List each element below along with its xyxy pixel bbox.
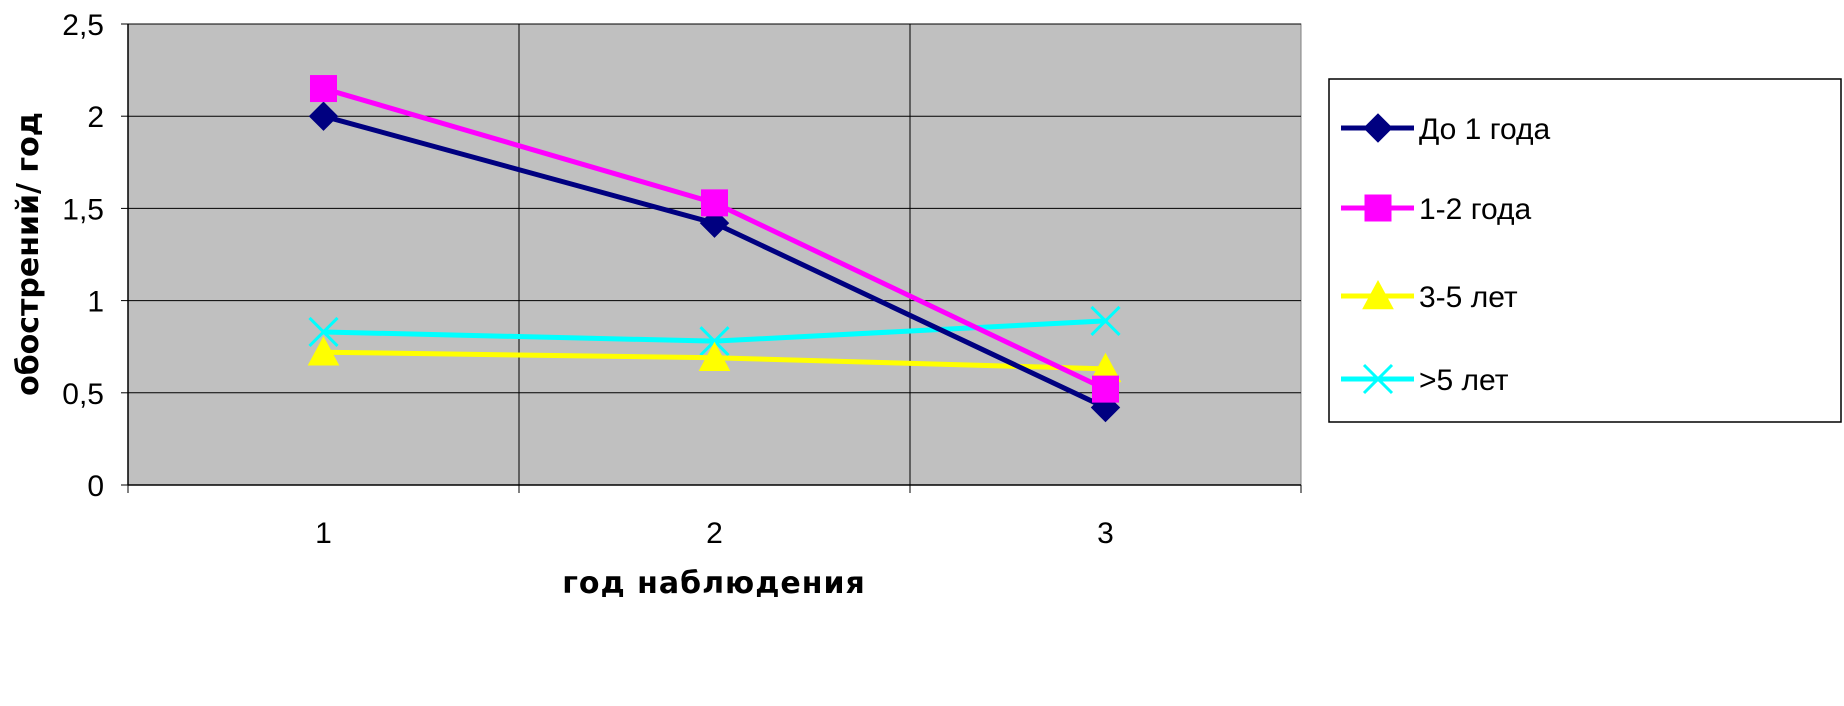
legend-swatch-marker bbox=[1362, 363, 1394, 395]
legend-items: До 1 года 1-2 года 3-5 лет >5 лет bbox=[1341, 113, 1551, 397]
legend-swatch-marker bbox=[1363, 113, 1393, 143]
x-marker-stroke bbox=[1362, 363, 1394, 395]
legend-label: >5 лет bbox=[1419, 364, 1509, 397]
y-axis-title: обострений/ год bbox=[11, 112, 46, 396]
legend-label: 1-2 года bbox=[1419, 193, 1532, 226]
x-tick-label: 3 bbox=[1097, 517, 1114, 550]
legend-item: >5 лет bbox=[1341, 363, 1509, 397]
data-point bbox=[307, 336, 340, 366]
x-marker-stroke bbox=[1090, 305, 1121, 336]
legend-item: До 1 года bbox=[1341, 113, 1551, 146]
data-point bbox=[698, 341, 731, 372]
series-layer bbox=[307, 75, 1122, 423]
x-axis-ticks: 1 2 3 bbox=[315, 517, 1114, 550]
legend-item: 1-2 года bbox=[1341, 193, 1532, 226]
data-point bbox=[310, 75, 337, 103]
x-tick-label: 2 bbox=[706, 517, 723, 550]
legend-swatch-marker bbox=[1364, 194, 1392, 222]
x-tick-label: 1 bbox=[315, 517, 332, 550]
data-point bbox=[1090, 305, 1121, 336]
legend-box bbox=[1328, 78, 1842, 423]
y-tick-label: 1 bbox=[87, 286, 104, 319]
y-tick-label: 2 bbox=[87, 101, 104, 134]
legend-label: 3-5 лет bbox=[1419, 281, 1518, 314]
legend: До 1 года 1-2 года 3-5 лет >5 лет bbox=[1328, 78, 1842, 423]
y-tick-label: 0 bbox=[87, 470, 104, 503]
data-point bbox=[308, 316, 339, 348]
y-tick-label: 0,5 bbox=[62, 378, 104, 411]
x-axis-title: год наблюдения bbox=[562, 566, 866, 601]
x-marker-stroke bbox=[308, 316, 339, 348]
legend-item: 3-5 лет bbox=[1341, 279, 1518, 314]
data-point bbox=[308, 101, 339, 131]
legend-label: До 1 года bbox=[1419, 113, 1551, 146]
data-point bbox=[701, 189, 728, 217]
plot-area bbox=[127, 23, 1302, 486]
y-axis-ticks: 0 0,5 1 1,5 2 2,5 bbox=[62, 9, 104, 503]
y-tick-label: 2,5 bbox=[62, 9, 104, 42]
axes bbox=[121, 23, 1302, 493]
data-point bbox=[699, 326, 730, 357]
x-marker-stroke bbox=[699, 326, 730, 357]
data-point bbox=[1092, 375, 1119, 403]
legend-swatch-marker bbox=[1362, 279, 1394, 310]
y-tick-label: 1,5 bbox=[62, 193, 104, 226]
